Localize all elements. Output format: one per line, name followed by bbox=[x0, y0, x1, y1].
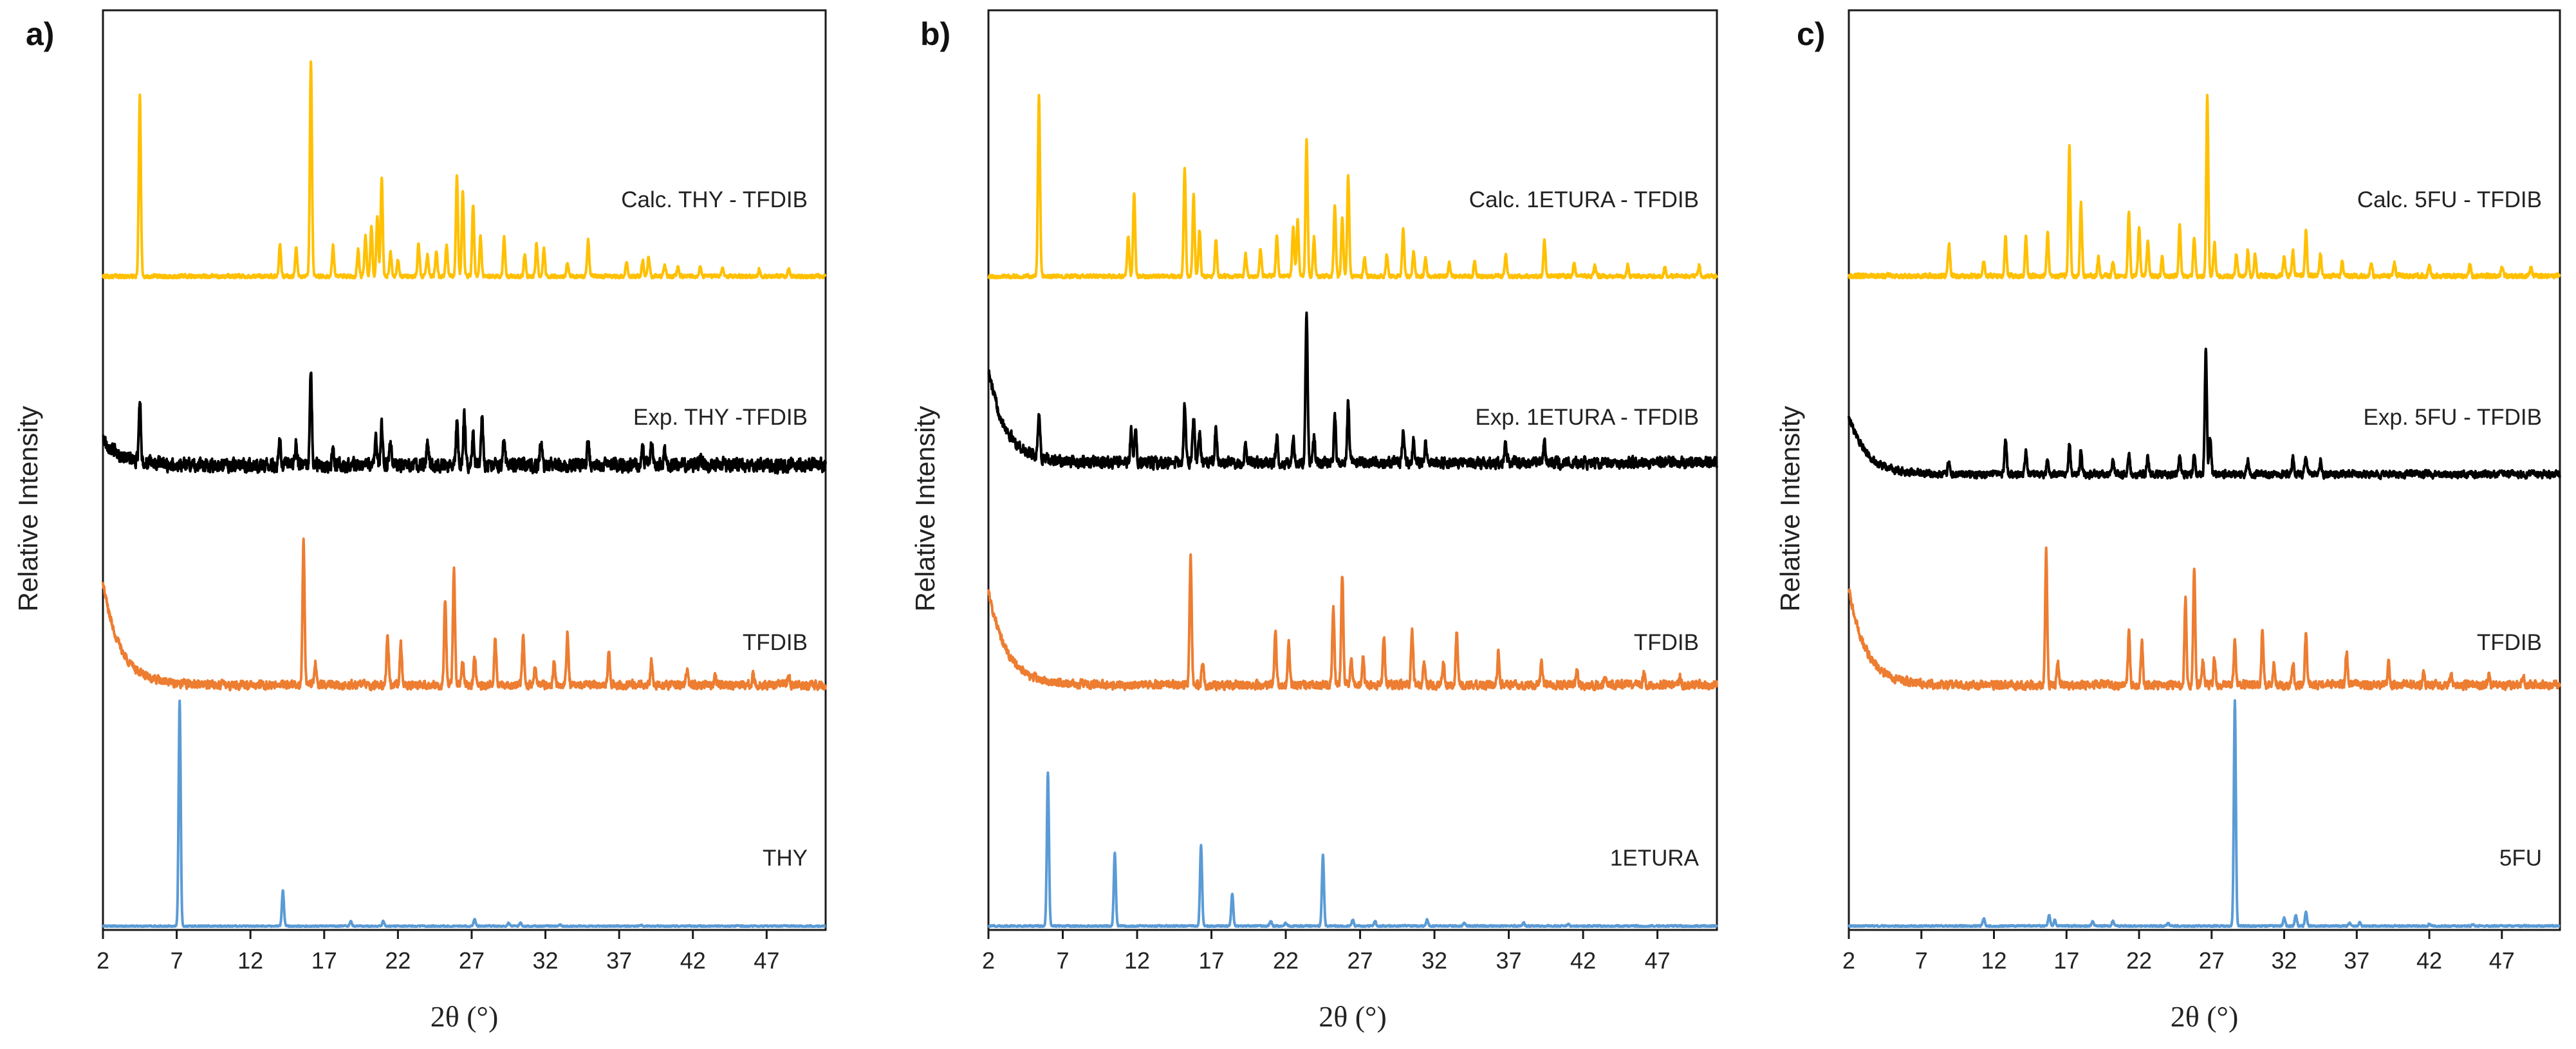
series-api-label: THY bbox=[763, 846, 808, 871]
series-calc-trace bbox=[987, 93, 1718, 279]
x-tick-label: 7 bbox=[1056, 947, 1069, 974]
series-coformer-trace bbox=[1848, 546, 2561, 692]
x-tick-label: 27 bbox=[2199, 947, 2225, 974]
series-exp-trace bbox=[1848, 348, 2561, 481]
x-tick-label: 12 bbox=[237, 947, 263, 974]
x-tick-label: 37 bbox=[2344, 947, 2369, 974]
x-tick-label: 32 bbox=[2272, 947, 2297, 974]
series-exp-trace bbox=[987, 311, 1718, 471]
x-tick-label: 47 bbox=[1645, 947, 1671, 974]
x-tick-label: 2 bbox=[1842, 947, 1855, 974]
plot-frame bbox=[102, 9, 827, 931]
x-tick-label: 22 bbox=[2126, 947, 2152, 974]
series-api-trace bbox=[102, 700, 827, 928]
panel-letter: c) bbox=[1797, 16, 1825, 52]
x-tick-label: 17 bbox=[1199, 947, 1225, 974]
series-coformer-label: TFDIB bbox=[1634, 630, 1699, 655]
plot-frame bbox=[987, 9, 1718, 931]
series-calc-label: Calc. 5FU - TFDIB bbox=[2357, 187, 2542, 212]
x-tick-label: 37 bbox=[606, 947, 632, 974]
series-calc-trace bbox=[102, 60, 827, 279]
x-tick-label: 27 bbox=[1348, 947, 1373, 974]
x-tick-label: 32 bbox=[533, 947, 559, 974]
x-tick-label: 17 bbox=[311, 947, 337, 974]
x-tick-label: 47 bbox=[2489, 947, 2515, 974]
x-tick-label: 37 bbox=[1496, 947, 1522, 974]
series-coformer-label: TFDIB bbox=[743, 630, 808, 655]
series-calc-label: Calc. 1ETURA - TFDIB bbox=[1469, 187, 1699, 212]
series-api-label: 5FU bbox=[2499, 846, 2542, 871]
x-tick-label: 27 bbox=[459, 947, 485, 974]
series-exp-label: Exp. THY -TFDIB bbox=[633, 405, 808, 430]
plot-frame bbox=[1848, 9, 2561, 931]
x-tick-label: 2 bbox=[982, 947, 995, 974]
series-calc-trace bbox=[1848, 93, 2561, 279]
y-axis-label: Relative Intensity bbox=[13, 406, 43, 612]
series-exp-label: Exp. 1ETURA - TFDIB bbox=[1476, 405, 1700, 430]
panel-letter: b) bbox=[920, 16, 950, 52]
x-axis-title: 2θ (°) bbox=[1319, 1000, 1387, 1033]
series-calc-label: Calc. THY - TFDIB bbox=[621, 187, 808, 212]
series-exp-label: Exp. 5FU - TFDIB bbox=[2364, 405, 2542, 430]
x-tick-label: 7 bbox=[1915, 947, 1928, 974]
y-axis-label: Relative Intensity bbox=[1775, 406, 1805, 612]
x-tick-label: 47 bbox=[754, 947, 779, 974]
x-tick-label: 32 bbox=[1422, 947, 1447, 974]
series-coformer-trace bbox=[102, 537, 827, 692]
y-axis-label: Relative Intensity bbox=[910, 406, 940, 612]
x-tick-label: 22 bbox=[1273, 947, 1299, 974]
x-tick-label: 42 bbox=[1570, 947, 1596, 974]
series-exp-trace bbox=[102, 371, 827, 475]
x-tick-label: 42 bbox=[680, 947, 706, 974]
x-axis-title: 2θ (°) bbox=[431, 1000, 499, 1033]
panel-letter: a) bbox=[26, 16, 54, 52]
series-api-trace bbox=[987, 771, 1718, 928]
x-tick-label: 7 bbox=[171, 947, 183, 974]
x-axis-title: 2θ (°) bbox=[2171, 1000, 2239, 1033]
x-tick-label: 2 bbox=[97, 947, 109, 974]
x-tick-label: 12 bbox=[1981, 947, 2006, 974]
x-tick-label: 22 bbox=[385, 947, 411, 974]
series-api-trace bbox=[1848, 699, 2561, 928]
x-tick-label: 42 bbox=[2416, 947, 2442, 974]
series-api-label: 1ETURA bbox=[1610, 846, 1700, 871]
x-tick-label: 17 bbox=[2053, 947, 2079, 974]
series-coformer-trace bbox=[987, 553, 1718, 692]
x-tick-label: 12 bbox=[1124, 947, 1150, 974]
series-coformer-label: TFDIB bbox=[2477, 630, 2542, 655]
